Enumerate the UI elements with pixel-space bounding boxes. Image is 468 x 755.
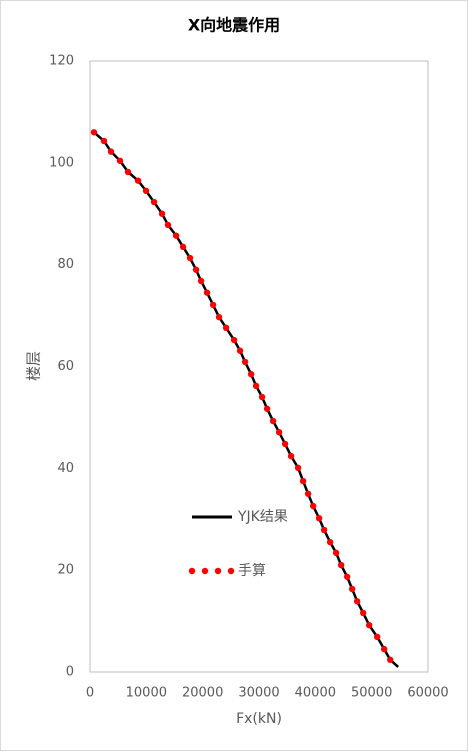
data-point [90,129,98,136]
x-tick-label: 0 [86,686,94,701]
x-tick-label: 60000 [407,686,448,701]
data-point [281,440,289,448]
data-point [309,502,317,510]
data-point [150,198,158,206]
data-point [236,347,244,354]
y-tick-label: 80 [57,257,74,272]
data-point [203,289,211,296]
legend-swatch [227,567,235,575]
data-point [142,187,150,195]
y-tick-label: 120 [49,54,74,69]
data-point [326,538,334,546]
data-point [164,221,172,229]
x-tick-label: 30000 [238,686,279,701]
data-point [215,313,223,321]
legend-swatch [188,567,196,575]
data-point [186,254,194,262]
data-point [337,561,345,569]
data-point [287,452,295,460]
x-axis-title: Fx(kN) [236,711,282,727]
x-tick-label: 20000 [182,686,223,701]
data-point [107,148,115,155]
data-point [365,621,373,629]
data-point [359,609,367,617]
data-point [197,277,205,285]
chart-title: X向地震作用 [188,16,280,35]
data-point [192,266,200,273]
data-point [116,157,124,164]
data-point [380,645,388,653]
legend-swatch [201,567,209,575]
x-tick-label: 10000 [126,686,167,701]
data-point [247,370,255,378]
data-point [222,324,230,332]
legend-label: 手算 [238,563,266,579]
legend-label: YJK结果 [237,509,288,525]
y-tick-label: 60 [57,359,74,374]
data-point [241,358,249,366]
data-point [263,405,271,412]
data-point [387,656,394,663]
y-tick-label: 0 [66,665,74,680]
y-tick-label: 20 [57,563,74,578]
data-point [134,177,142,184]
data-point [294,464,302,472]
data-point [179,243,187,251]
data-point [269,417,277,425]
y-tick-label: 100 [49,155,74,170]
data-point [315,515,323,522]
data-point [343,573,351,580]
data-point [258,393,266,401]
data-point [373,633,381,641]
data-point [252,382,260,390]
data-point [209,301,217,309]
data-point [353,598,361,605]
data-point [158,210,166,217]
data-point [320,526,328,534]
x-tick-label: 50000 [351,686,392,701]
data-point [332,549,340,557]
y-tick-label: 40 [57,461,74,476]
data-point [172,232,180,239]
data-point [304,490,312,497]
data-point [230,336,238,344]
data-point [124,168,132,176]
legend-swatch [214,567,222,575]
data-point [299,477,307,485]
plot-frame [89,60,429,673]
x-tick-label: 40000 [295,686,336,701]
data-point [100,137,108,145]
y-axis-title: 楼层 [25,351,43,381]
data-point [348,585,356,593]
data-point [275,428,283,436]
